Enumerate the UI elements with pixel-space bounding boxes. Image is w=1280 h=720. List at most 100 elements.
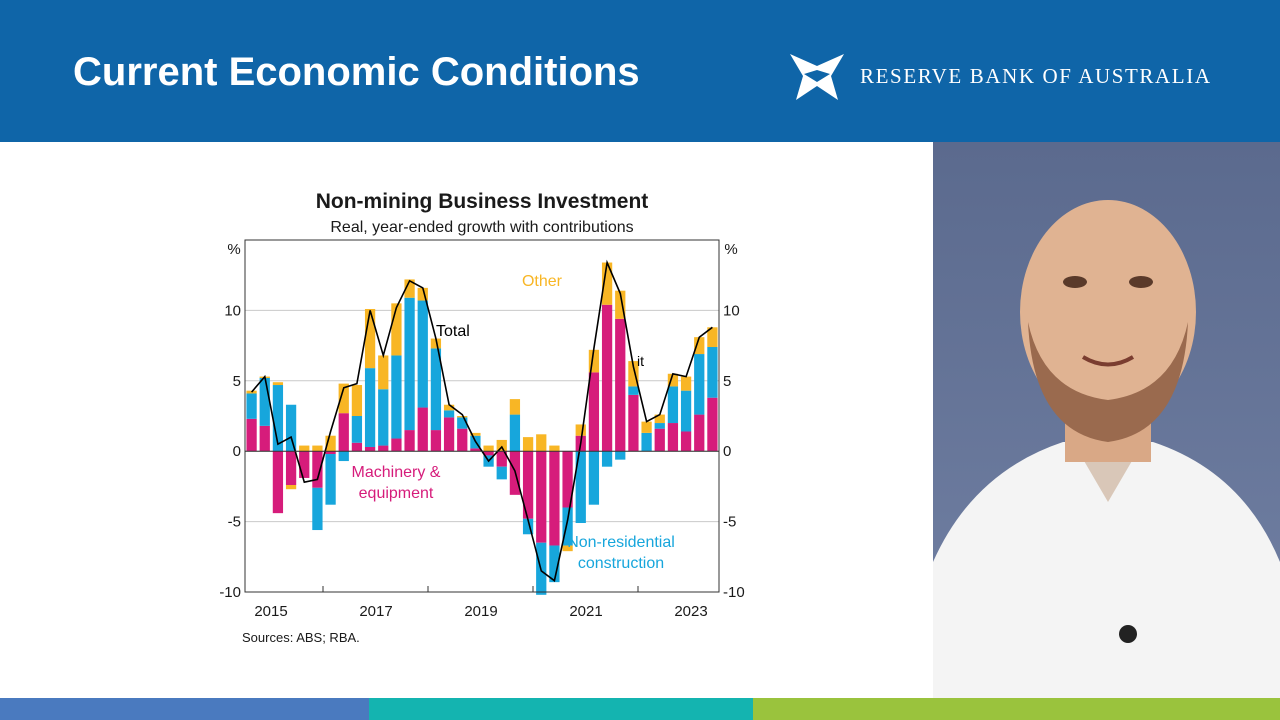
bar-machinery-equipment <box>338 413 349 452</box>
slide-header: Current Economic Conditions RESERVE BANK… <box>0 0 1280 142</box>
bar-other <box>272 382 284 386</box>
bar-non-residential-construction <box>680 390 692 432</box>
bar-machinery-equipment <box>562 451 573 508</box>
y-tick-label-left: -10 <box>219 584 241 601</box>
chart-title: Non-mining Business Investment <box>316 190 649 213</box>
x-tick-label: 2023 <box>674 603 707 620</box>
bar-non-residential-construction <box>641 432 652 452</box>
bar-non-residential-construction <box>628 386 639 395</box>
bar-non-residential-construction <box>522 518 534 535</box>
bar-machinery-equipment <box>404 430 415 452</box>
bar-non-residential-construction <box>654 423 665 429</box>
bar-other <box>364 308 376 369</box>
bar-machinery-equipment <box>312 451 323 488</box>
y-unit-left: % <box>227 241 240 258</box>
bar-other <box>707 327 718 348</box>
bar-non-residential-construction <box>509 414 521 452</box>
bar-non-residential-construction <box>575 451 586 524</box>
bar-other <box>562 545 573 552</box>
bar-machinery-equipment <box>707 397 718 452</box>
bar-machinery-equipment <box>391 438 402 452</box>
bar-non-residential-construction <box>588 451 600 505</box>
bar-other <box>654 414 665 424</box>
bar-machinery-equipment <box>496 451 507 467</box>
chart-annotation: Other <box>522 273 563 290</box>
bar-machinery-equipment <box>457 428 468 452</box>
annotations: Other Total it Machinery & equipment Non-resi… <box>352 273 675 572</box>
footer-bar <box>0 698 1280 720</box>
bar-non-residential-construction <box>364 368 376 447</box>
y-tick-label-right: -10 <box>723 584 745 601</box>
footer-segment-blue <box>0 698 369 720</box>
y-tick-label-right: 0 <box>723 443 731 460</box>
bar-non-residential-construction <box>601 451 613 467</box>
chart-annotation: equipment <box>359 485 434 502</box>
bar-other <box>378 355 389 390</box>
y-tick-label-left: 0 <box>233 443 241 460</box>
presenter-image <box>933 200 1280 698</box>
bar-machinery-equipment <box>259 425 270 452</box>
bar-machinery-equipment <box>272 451 284 514</box>
bar-non-residential-construction <box>404 297 415 431</box>
y-tick-label-right: -5 <box>723 514 736 531</box>
bar-machinery-equipment <box>694 414 705 452</box>
bar-machinery-equipment <box>549 451 560 546</box>
bar-non-residential-construction <box>443 410 455 418</box>
bar-non-residential-construction <box>417 300 428 408</box>
brand-name: RESERVE BANK OF AUSTRALIA <box>860 64 1212 88</box>
bar-machinery-equipment <box>588 372 600 452</box>
bar-non-residential-construction <box>391 355 402 439</box>
chart-annotation: Non-residential <box>567 534 675 551</box>
y-tick-label-left: -5 <box>228 514 241 531</box>
bar-other <box>443 404 455 411</box>
bar-non-residential-construction <box>615 451 626 460</box>
bar-non-residential-construction <box>259 377 270 426</box>
bar-machinery-equipment <box>351 442 363 452</box>
x-tick-label: 2015 <box>254 603 287 620</box>
bar-other <box>588 349 600 373</box>
bar-other <box>601 262 613 305</box>
bar-machinery-equipment <box>378 445 389 452</box>
bar-non-residential-construction <box>312 487 323 531</box>
bar-machinery-equipment <box>601 304 613 452</box>
bar-other <box>457 416 468 418</box>
bar-other <box>496 439 507 452</box>
bar-non-residential-construction <box>694 354 705 415</box>
chart-source: Sources: ABS; RBA. <box>242 630 360 645</box>
bar-non-residential-construction <box>707 347 718 398</box>
bar-non-residential-construction <box>496 466 507 480</box>
bar-other <box>680 376 692 391</box>
bar-machinery-equipment <box>443 417 455 452</box>
bar-machinery-equipment <box>628 394 639 452</box>
bar-machinery-equipment <box>417 407 428 452</box>
bar-non-residential-construction <box>549 545 560 583</box>
bar-non-residential-construction <box>378 389 389 446</box>
plot-frame <box>244 239 720 593</box>
bar-non-residential-construction <box>667 386 679 424</box>
bar-other <box>299 445 310 452</box>
bar-machinery-equipment <box>667 423 679 452</box>
bar-other <box>549 445 560 452</box>
bar-non-residential-construction <box>457 417 468 429</box>
bar-other <box>483 445 494 452</box>
x-tick-label: 2017 <box>359 603 392 620</box>
bar-machinery-equipment <box>246 418 257 452</box>
bar-other <box>575 424 586 436</box>
bar-machinery-equipment <box>654 428 665 452</box>
bar-other <box>536 434 547 452</box>
bar-other <box>430 338 442 349</box>
bar-non-residential-construction <box>338 451 349 462</box>
bar-other <box>351 385 363 416</box>
bar-other <box>522 437 534 452</box>
bar-machinery-equipment <box>483 451 494 456</box>
bar-other <box>509 399 521 415</box>
bar-non-residential-construction <box>325 454 336 505</box>
bar-other <box>667 373 679 387</box>
chart-annotation: construction <box>578 555 664 572</box>
bar-non-residential-construction <box>246 393 257 419</box>
footer-segment-green <box>753 698 1280 720</box>
bar-machinery-equipment <box>364 446 376 452</box>
bar-other <box>470 432 481 436</box>
y-tick-label-left: 5 <box>233 373 241 390</box>
